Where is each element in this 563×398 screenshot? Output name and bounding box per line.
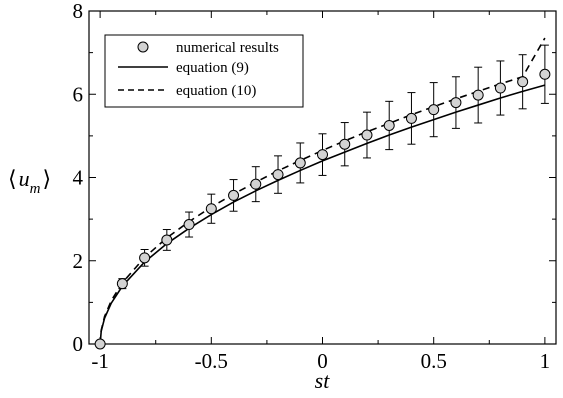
y-tick-label: 0 — [73, 332, 84, 356]
y-tick-label: 8 — [73, 0, 84, 23]
legend-marker-numerical — [137, 41, 149, 53]
data-points — [94, 68, 551, 350]
y-tick-label: 4 — [73, 166, 84, 190]
axis-tick-labels: -1 -0.5 0 0.5 1 0 2 4 6 8 — [73, 0, 551, 373]
y-axis-title-var: u — [19, 166, 30, 191]
x-tick-label: 1 — [540, 349, 551, 373]
data-point — [361, 129, 373, 141]
data-point — [183, 219, 195, 231]
x-axis-title: st — [315, 368, 331, 393]
y-tick-label: 6 — [73, 82, 84, 106]
y-tick-label: 2 — [73, 249, 84, 273]
y-axis-title-open: ⟨ — [8, 166, 17, 191]
svg-text:⟨um⟩: ⟨um⟩ — [8, 166, 51, 197]
x-tick-label: -0.5 — [195, 349, 228, 373]
data-point — [450, 97, 462, 109]
data-point — [94, 338, 106, 350]
axis-ticks — [89, 10, 556, 345]
data-point — [472, 89, 484, 101]
data-point — [228, 189, 240, 201]
data-point — [250, 178, 262, 190]
data-point — [517, 76, 529, 88]
data-point — [539, 68, 551, 80]
legend-label-equation-9: equation (9) — [176, 60, 249, 76]
x-tick-label: 0 — [317, 349, 328, 373]
data-point — [339, 138, 351, 150]
data-point — [139, 252, 151, 264]
data-point — [405, 112, 417, 124]
y-axis-title-close: ⟩ — [42, 166, 51, 191]
data-point — [383, 119, 395, 131]
data-point — [428, 104, 440, 116]
x-tick-label: 0.5 — [421, 349, 447, 373]
data-point — [161, 234, 173, 246]
data-point — [494, 82, 506, 94]
x-tick-label: -1 — [91, 349, 109, 373]
legend: numerical results equation (9) equation … — [104, 34, 304, 108]
series-line-1 — [99, 84, 546, 345]
data-point — [294, 157, 306, 169]
data-point — [116, 278, 128, 290]
y-axis-title: ⟨um⟩ — [8, 166, 51, 197]
data-point — [317, 149, 328, 161]
legend-label-equation-10: equation (10) — [176, 83, 256, 99]
legend-label-numerical: numerical results — [176, 40, 279, 56]
y-axis-title-sub: m — [30, 181, 41, 197]
data-point — [272, 169, 284, 181]
data-point — [205, 203, 217, 215]
